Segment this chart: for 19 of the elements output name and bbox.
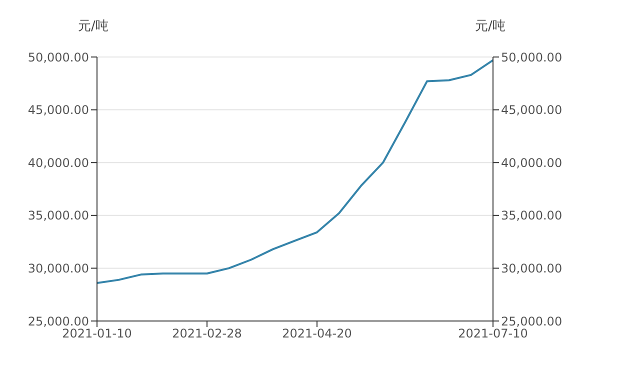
y2-tick-label: 35,000.00: [501, 208, 562, 223]
x-tick-label: 2021-04-20: [282, 326, 352, 341]
y2-tick-label: 25,000.00: [501, 314, 562, 328]
y-tick-label: 50,000.00: [28, 50, 89, 64]
y2-axis-title: 元/吨: [475, 19, 506, 34]
y-tick-label: 45,000.00: [28, 103, 89, 118]
y2-tick-label: 40,000.00: [501, 156, 562, 170]
y-tick-label: 30,000.00: [28, 261, 89, 276]
y-tick-label: 40,000.00: [28, 156, 89, 170]
y-tick-label: 35,000.00: [28, 208, 89, 223]
y2-tick-label: 50,000.00: [501, 50, 562, 64]
y2-tick-label: 45,000.00: [501, 103, 562, 118]
x-tick-label: 2021-02-28: [172, 326, 242, 341]
y-tick-label: 25,000.00: [28, 314, 89, 328]
x-tick-label: 2021-07-10: [458, 326, 528, 341]
line-series: [97, 59, 493, 284]
x-tick-label: 2021-01-10: [62, 326, 132, 341]
y2-tick-label: 30,000.00: [501, 261, 562, 276]
y-axis-title: 元/吨: [78, 19, 108, 34]
